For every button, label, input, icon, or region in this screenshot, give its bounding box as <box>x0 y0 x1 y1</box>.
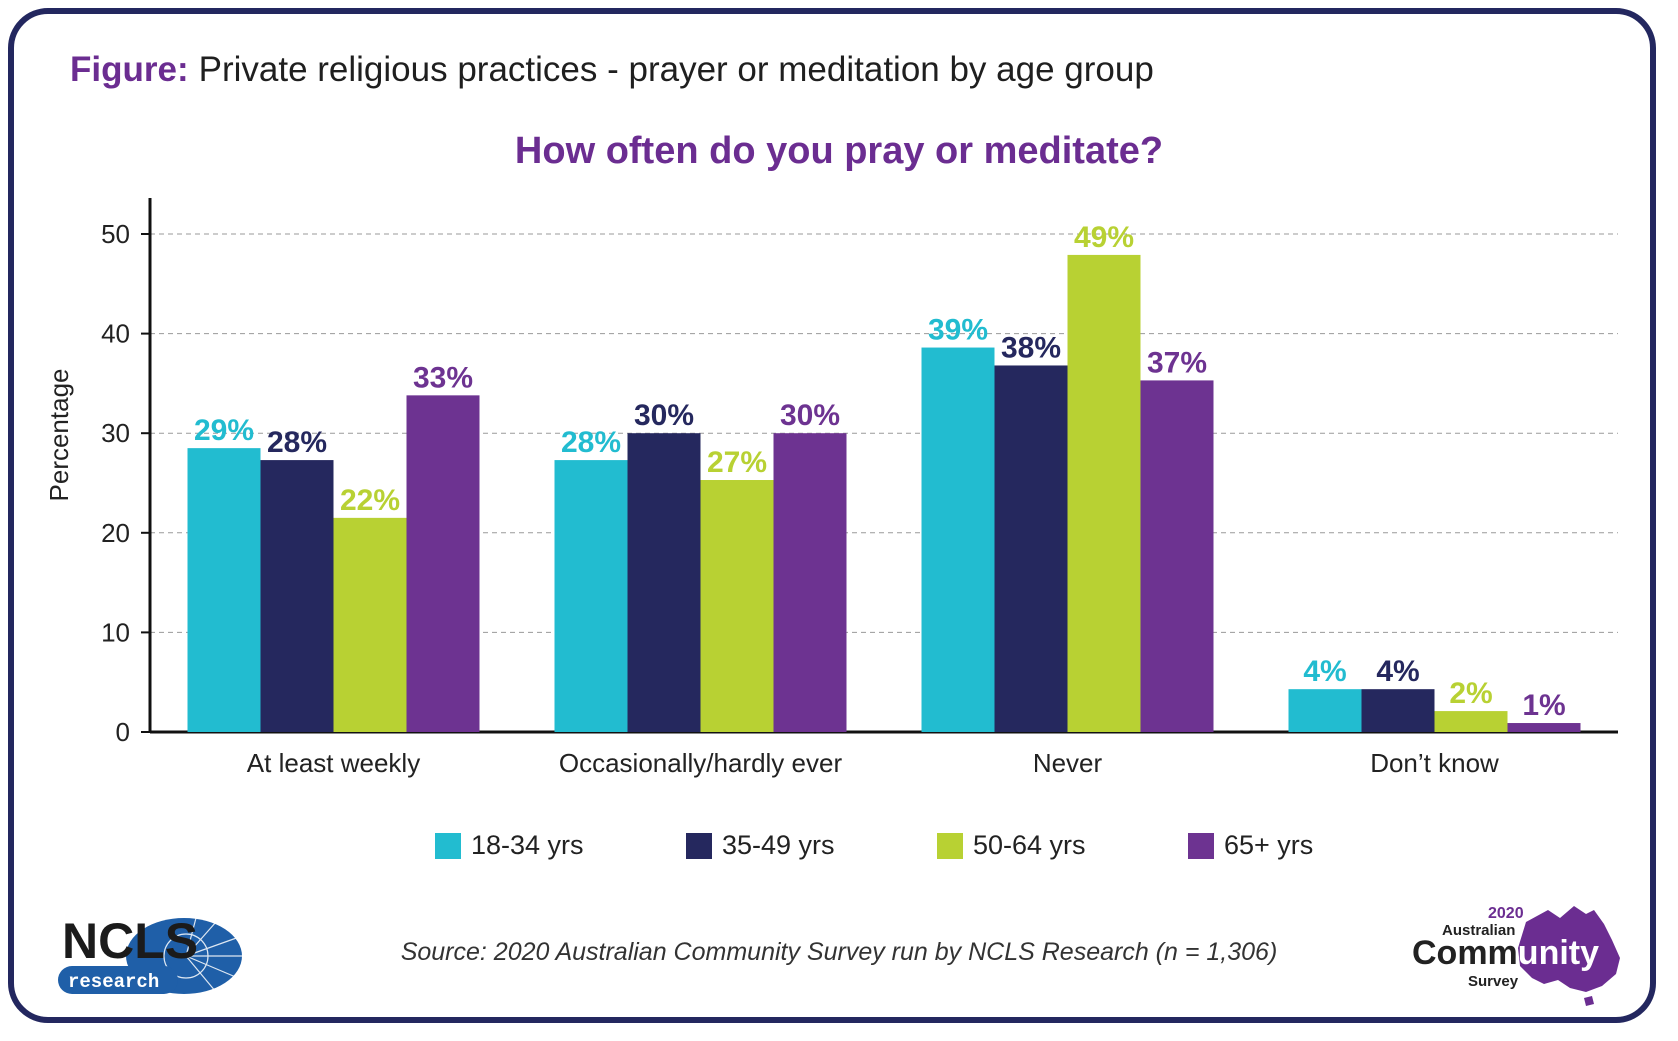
y-tick-label: 10 <box>101 617 130 647</box>
acs-logo-line1: Australian <box>1442 922 1515 939</box>
data-label: 27% <box>707 446 767 479</box>
ncls-logo-text: NCLS <box>62 913 198 969</box>
legend-label: 18-34 yrs <box>471 830 584 860</box>
x-category-label: Occasionally/hardly ever <box>559 748 843 778</box>
bar <box>187 448 261 732</box>
data-label: 2% <box>1449 677 1492 710</box>
bar <box>333 517 407 732</box>
data-label: 30% <box>780 399 840 432</box>
ncls-logo-sub: research <box>68 971 159 993</box>
data-label: 29% <box>194 414 254 447</box>
bar <box>773 433 847 732</box>
bar <box>1140 380 1214 732</box>
figure-title-lead: Figure: <box>70 50 189 89</box>
data-label: 1% <box>1522 689 1565 722</box>
bar <box>1507 723 1581 732</box>
y-tick-label: 20 <box>101 518 130 548</box>
source-note: Source: 2020 Australian Community Survey… <box>400 938 1278 966</box>
bar <box>921 347 995 732</box>
y-tick-label: 30 <box>101 418 130 448</box>
acs-logo-comm: Comm <box>1412 934 1518 972</box>
y-tick-label: 50 <box>101 219 130 249</box>
data-label: 49% <box>1074 221 1134 254</box>
australian-community-survey-logo: 2020 Australian Community Survey <box>1412 905 1620 1006</box>
x-category-label: At least weekly <box>247 748 420 778</box>
bar <box>406 395 480 732</box>
legend-label: 65+ yrs <box>1224 830 1314 860</box>
legend-swatch <box>937 832 963 859</box>
x-category-label: Don’t know <box>1370 748 1499 778</box>
bar <box>1067 254 1141 732</box>
svg-text:Community: Community <box>1412 934 1599 972</box>
y-tick-label: 40 <box>101 319 130 349</box>
bar <box>627 433 701 732</box>
data-label: 4% <box>1376 655 1419 688</box>
legend-swatch <box>435 832 461 859</box>
legend: 18-34 yrs 35-49 yrs 50-64 yrs 65+ yrs <box>0 830 1678 870</box>
legend-item: 35-49 yrs <box>686 830 835 861</box>
data-label: 39% <box>928 314 988 347</box>
acs-logo-year: 2020 <box>1488 905 1524 922</box>
y-tick-label: 0 <box>116 717 130 747</box>
legend-label: 50-64 yrs <box>973 830 1086 860</box>
bar <box>260 460 334 732</box>
legend-label: 35-49 yrs <box>722 830 835 860</box>
y-axis-title: Percentage <box>44 369 74 502</box>
chart-title: How often do you pray or meditate? <box>514 130 1164 172</box>
bar <box>1361 689 1435 732</box>
data-label: 33% <box>413 361 473 394</box>
legend-item: 65+ yrs <box>1188 830 1313 861</box>
bar <box>1288 689 1362 732</box>
data-label: 28% <box>267 426 327 459</box>
data-label: 22% <box>340 484 400 517</box>
data-label: 30% <box>634 399 694 432</box>
ncls-research-logo: NCLS research <box>58 913 243 994</box>
acs-logo-line3: Survey <box>1468 973 1519 990</box>
legend-swatch <box>1188 832 1214 859</box>
legend-item: 50-64 yrs <box>937 830 1086 861</box>
bar <box>554 460 628 732</box>
bar <box>1434 711 1508 732</box>
data-label: 28% <box>561 426 621 459</box>
figure-title: Figure: Private religious practices - pra… <box>70 50 1154 90</box>
bar <box>700 480 774 732</box>
legend-item: 18-34 yrs <box>435 830 584 861</box>
bar <box>994 365 1068 732</box>
data-label: 4% <box>1303 655 1346 688</box>
australia-map-shape <box>1518 906 1620 1006</box>
data-label: 38% <box>1001 331 1061 364</box>
data-label: 37% <box>1147 346 1207 379</box>
legend-swatch <box>686 832 712 859</box>
acs-logo-unity: unity <box>1518 934 1599 972</box>
figure-title-text: Private religious practices - prayer or … <box>198 50 1154 89</box>
x-category-label: Never <box>1033 748 1103 778</box>
